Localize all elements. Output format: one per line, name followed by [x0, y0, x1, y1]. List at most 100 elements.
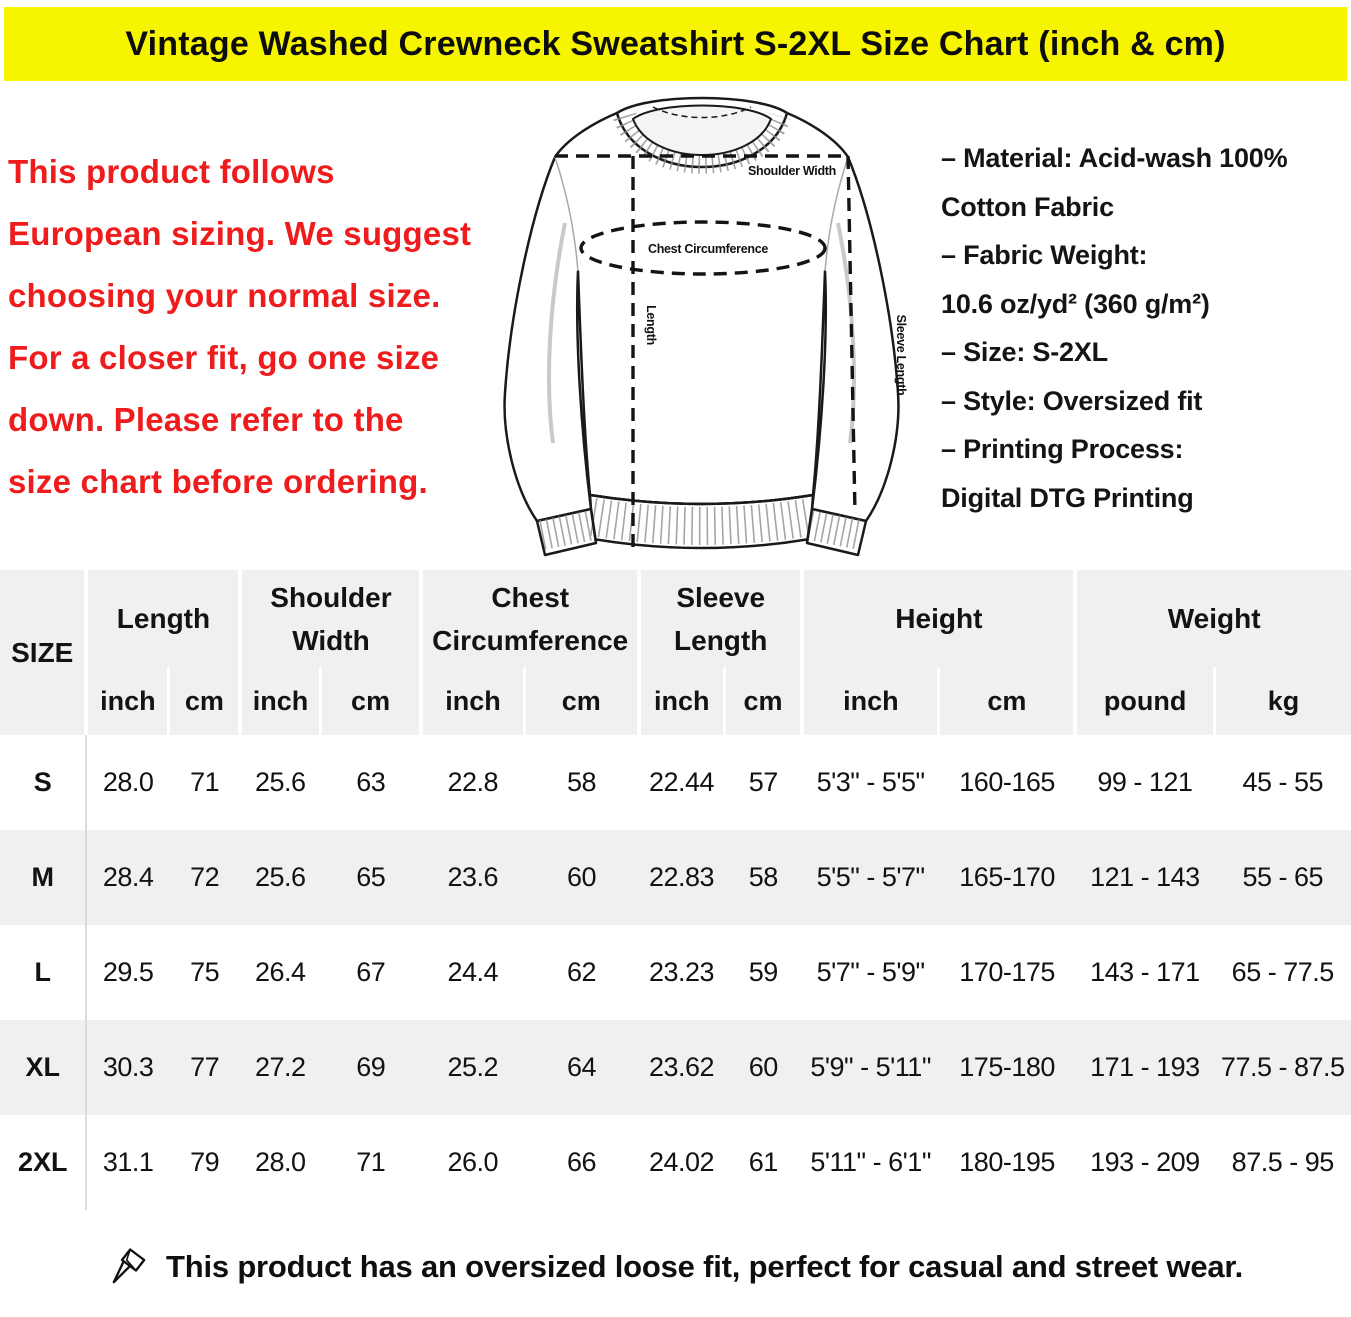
table-row-l: L 29.5 75 26.4 67 24.4 62 23.23 59 5'7" … [0, 925, 1351, 1020]
value-cell: 60 [524, 830, 639, 925]
column-header-chest-circumference: Chest Circumference [419, 570, 639, 667]
value-cell: 65 [320, 830, 422, 925]
value-cell: 31.1 [102, 1147, 154, 1177]
value-cell: 170-175 [959, 957, 1055, 987]
advice-line: This product follows [8, 153, 335, 190]
page-title: Vintage Washed Crewneck Sweatshirt S-2XL… [125, 24, 1226, 63]
value-cell: 59 [748, 957, 779, 987]
chest-circumference-line [579, 220, 827, 276]
value-cell: 180-195 [959, 1147, 1055, 1177]
value-cell: 58 [567, 767, 597, 797]
value-cell: 63 [356, 767, 386, 797]
value-cell: 22.83 [638, 830, 725, 925]
value-cell: 24.4 [447, 957, 499, 987]
column-header-weight: Weight [1073, 570, 1351, 667]
table-row-xl: XL 30.3 77 27.2 69 25.2 64 23.62 60 5'9"… [0, 1020, 1351, 1115]
detail-line: – Printing Process: [941, 434, 1184, 464]
value-cell: 57 [748, 767, 779, 797]
value-cell: 69 [320, 1020, 422, 1115]
value-cell: 24.02 [648, 1147, 715, 1177]
column-header-size: SIZE [0, 570, 87, 735]
shoulder-width-label: Shoulder Width [748, 164, 836, 178]
value-cell: 58 [724, 830, 803, 925]
value-cell: 5'3" - 5'5" [816, 767, 926, 797]
detail-line: Cotton Fabric [941, 191, 1114, 222]
unit-header: inch [636, 667, 725, 735]
value-cell: 25.6 [255, 767, 306, 797]
length-label: Length [644, 305, 658, 345]
value-cell: 22.8 [447, 767, 499, 797]
value-cell: 60 [724, 1020, 803, 1115]
value-cell: 66 [567, 1147, 597, 1177]
sweatshirt-diagram-image: Shoulder Width Chest Circumference Lengt… [503, 96, 908, 557]
unit-header: cm [522, 667, 639, 735]
value-cell: 62 [567, 957, 597, 987]
value-cell: 64 [524, 1020, 639, 1115]
chest-circumference-label: Chest Circumference [648, 242, 768, 256]
value-cell: 160-165 [959, 767, 1055, 797]
column-header-length: Length [84, 570, 241, 667]
value-cell: 25.6 [240, 830, 321, 925]
title-banner: Vintage Washed Crewneck Sweatshirt S-2XL… [4, 7, 1347, 81]
value-cell: 22.44 [648, 767, 715, 797]
product-details: – Material: Acid-wash 100% Cotton Fabric… [941, 134, 1346, 522]
detail-line: Digital DTG Printing [941, 482, 1194, 513]
value-cell: 5'5" - 5'7" [802, 830, 939, 925]
size-cell: 2XL [0, 1115, 88, 1210]
value-cell: 79 [190, 1147, 220, 1177]
size-chart-table: SIZE Length Shoulder Width Chest Circumf… [0, 570, 1351, 1210]
value-cell: 87.5 - 95 [1231, 1147, 1335, 1177]
value-cell: 175-180 [938, 1020, 1076, 1115]
left-armhole-seam [554, 156, 579, 272]
value-cell: 45 - 55 [1242, 767, 1323, 797]
value-cell: 25.2 [421, 1020, 525, 1115]
collar-back-seam [652, 106, 752, 119]
value-cell: 29.5 [102, 957, 154, 987]
value-cell: 55 - 65 [1214, 830, 1351, 925]
detail-line: – Fabric Weight: [941, 240, 1148, 270]
value-cell: 71 [356, 1147, 386, 1177]
value-cell: 26.0 [447, 1147, 499, 1177]
collar-inner-edge [631, 104, 773, 156]
size-cell: L [0, 925, 88, 1020]
value-cell: 171 - 193 [1075, 1020, 1215, 1115]
value-cell: 67 [356, 957, 386, 987]
right-armhole-seam [824, 156, 849, 272]
advice-line: choosing your normal size. [8, 277, 441, 314]
size-cell: S [0, 735, 88, 830]
header-group-row: SIZE Length Shoulder Width Chest Circumf… [0, 570, 1351, 735]
advice-line: European sizing. We suggest [8, 215, 472, 252]
advice-line: For a closer fit, go one size [8, 339, 440, 376]
value-cell: 65 - 77.5 [1231, 957, 1335, 987]
hem-ribbing [589, 498, 814, 545]
value-cell: 28.0 [102, 767, 154, 797]
value-cell: 23.23 [648, 957, 715, 987]
unit-header: inch [800, 667, 939, 735]
value-cell: 5'7" - 5'9" [816, 957, 926, 987]
value-cell: 99 - 121 [1097, 767, 1193, 797]
unit-header: inch [419, 667, 525, 735]
value-cell: 72 [168, 830, 241, 925]
fit-note-text: This product has an oversized loose fit,… [165, 1249, 1243, 1284]
size-cell: XL [0, 1020, 88, 1115]
header-units-row: inch cm inch cm inch cm inch cm inch cm … [0, 667, 1351, 735]
size-cell: M [0, 830, 88, 925]
value-cell: 143 - 171 [1090, 957, 1200, 987]
unit-header: cm [318, 667, 422, 735]
unit-header: inch [84, 667, 169, 735]
value-cell: 28.4 [86, 830, 169, 925]
detail-line: – Style: Oversized fit [941, 385, 1203, 416]
sleeve-length-line [846, 155, 857, 514]
unit-header: kg [1212, 667, 1351, 735]
value-cell: 165-170 [938, 830, 1076, 925]
pushpin-icon [112, 1248, 146, 1284]
value-cell: 77 [168, 1020, 241, 1115]
value-cell: 26.4 [255, 957, 306, 987]
value-cell: 121 - 143 [1075, 830, 1215, 925]
sizing-advice-text: This product follows European sizing. We… [8, 141, 523, 513]
column-header-sleeve-length: Sleeve Length [636, 570, 803, 667]
advice-line: down. Please refer to the [8, 401, 404, 438]
value-cell: 75 [190, 957, 220, 987]
value-cell: 27.2 [240, 1020, 321, 1115]
value-cell: 193 - 209 [1090, 1147, 1200, 1177]
